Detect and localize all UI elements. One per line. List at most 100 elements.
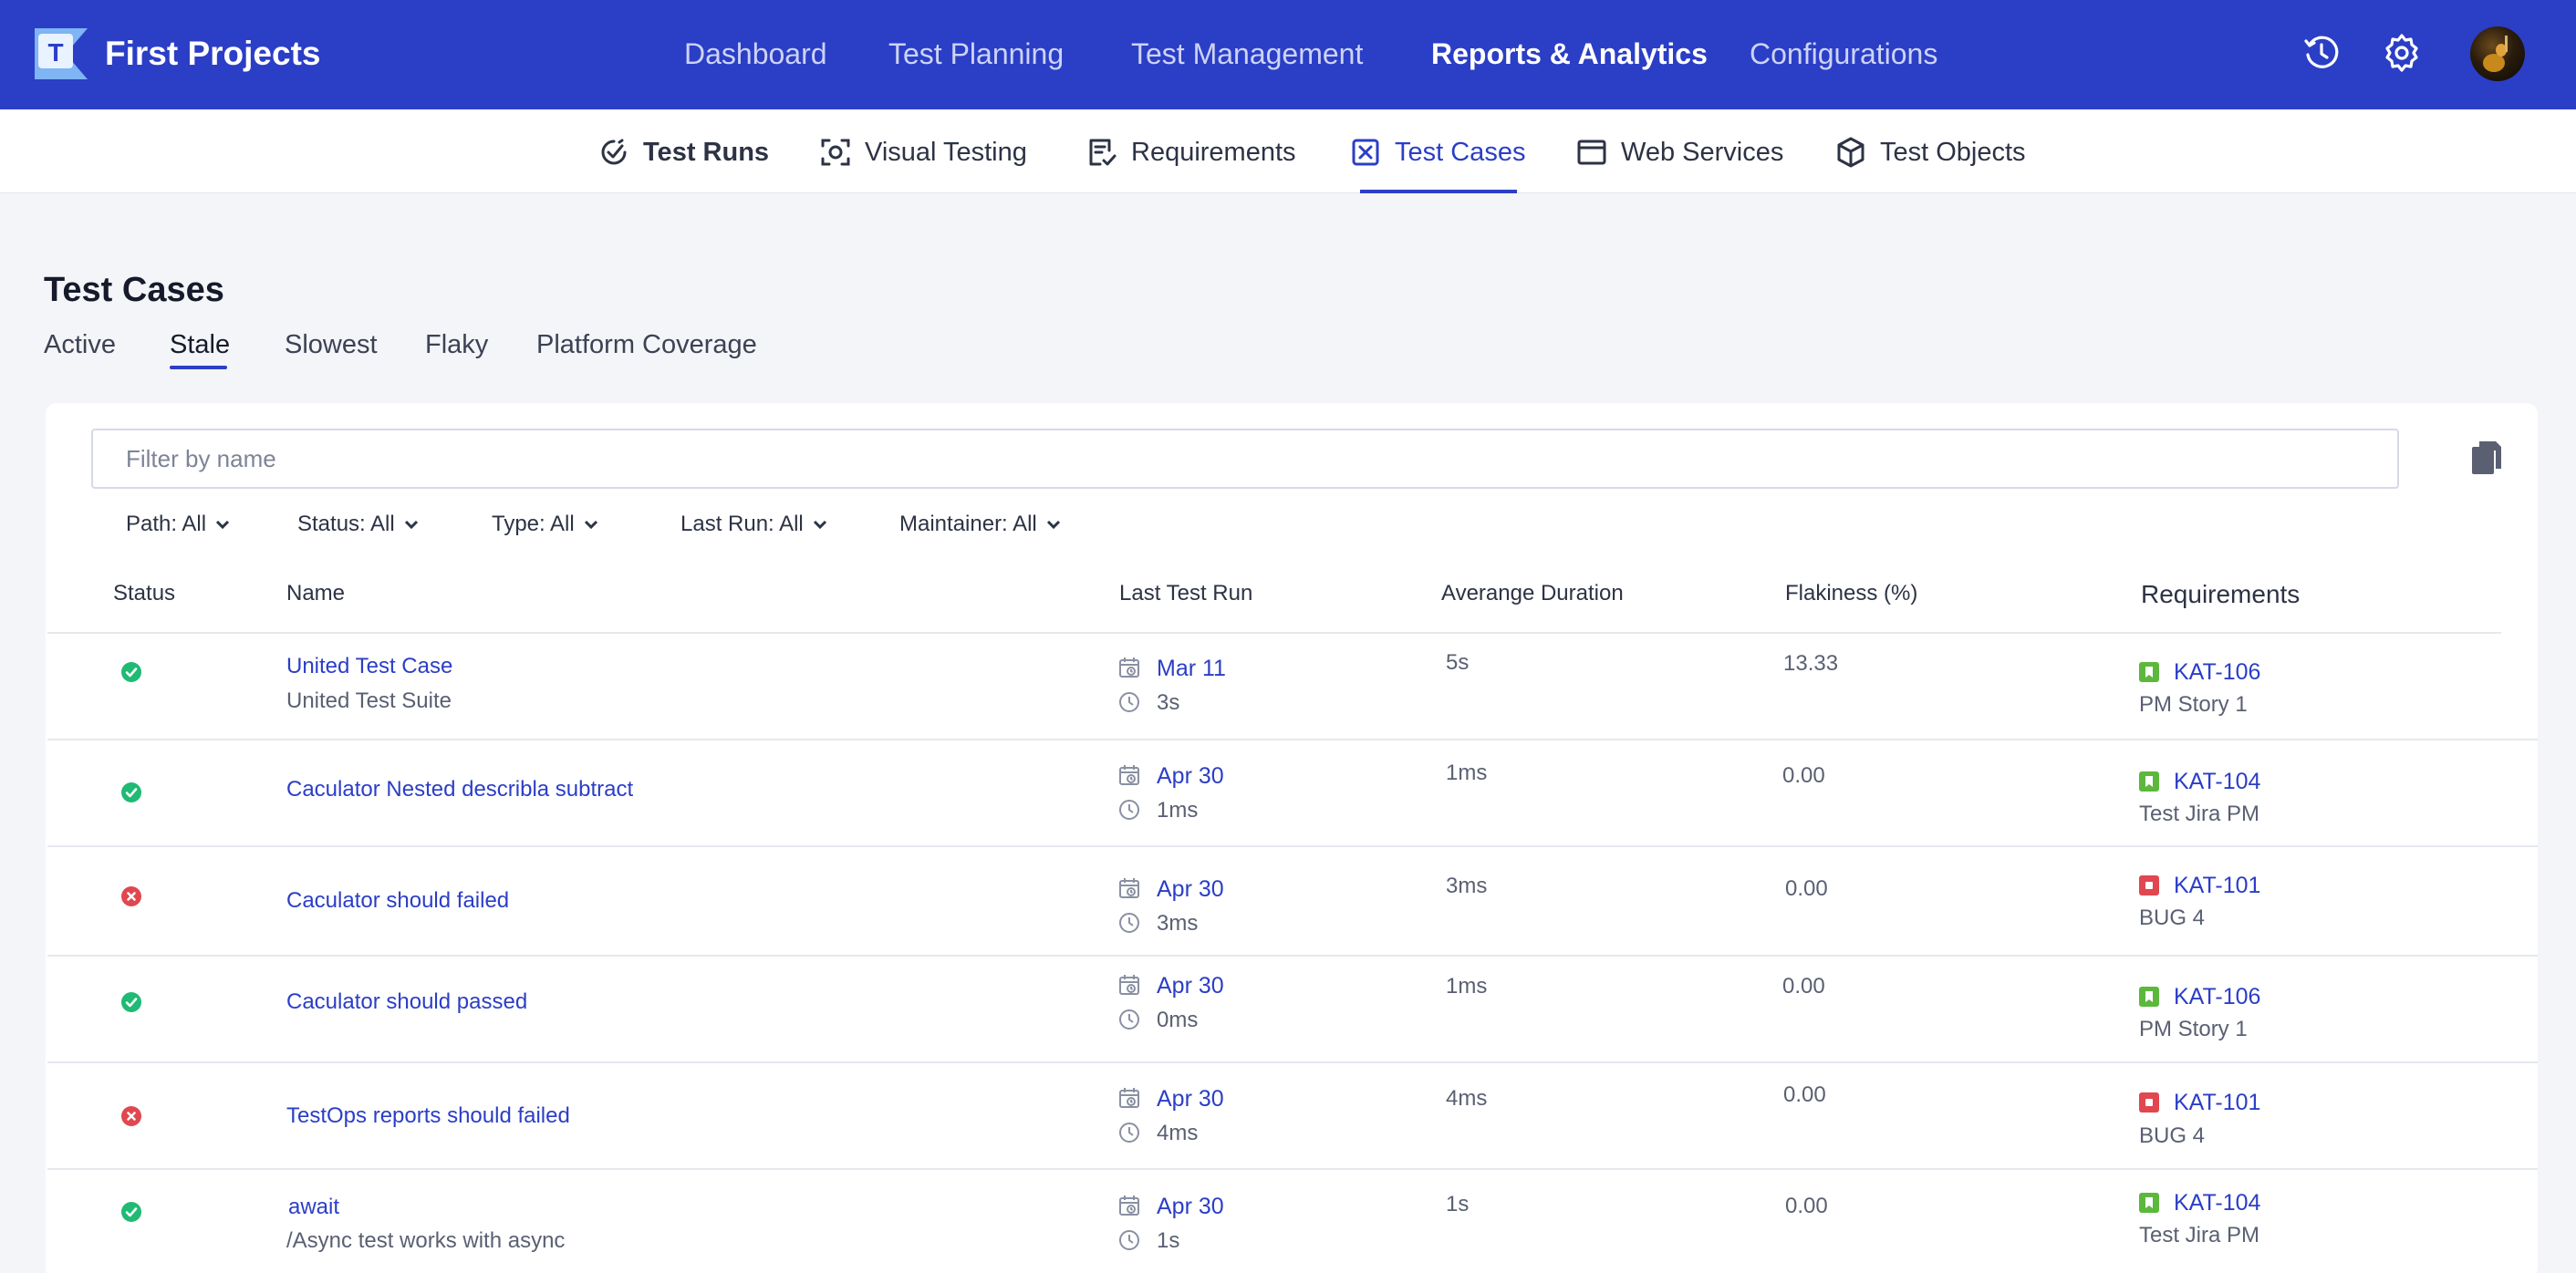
subnav-web-services[interactable]: Web Services <box>1575 133 1783 171</box>
tab-slowest[interactable]: Slowest <box>285 330 378 359</box>
column-header-last-test-run[interactable]: Last Test Run <box>1119 581 1253 605</box>
test-case-name-link[interactable]: United Test Case <box>286 654 453 678</box>
flakiness-value: 13.33 <box>1783 651 1839 676</box>
test-cases-icon <box>1352 139 1379 166</box>
average-duration-value: 1s <box>1446 1192 1470 1216</box>
filter-by-name-input[interactable] <box>91 429 2399 489</box>
path-filter-dropdown[interactable]: Path: All <box>126 508 230 541</box>
top-navigation-bar: T First Projects Dashboard Test Planning… <box>0 0 2576 109</box>
status-failed-icon <box>120 885 142 907</box>
subnav-visual-testing-label: Visual Testing <box>865 137 1027 167</box>
status-filter-label: Status: All <box>297 512 395 536</box>
average-duration-value: 1ms <box>1446 761 1488 785</box>
subnav-test-runs[interactable]: Test Runs <box>597 133 769 171</box>
test-suite-name: /Async test works with async <box>286 1228 566 1253</box>
app-logo-icon: T <box>35 28 88 79</box>
nav-reports-analytics[interactable]: Reports & Analytics <box>1431 37 1708 70</box>
status-passed-icon <box>120 991 142 1013</box>
requirement-key-link[interactable]: KAT-104 <box>2174 769 2261 794</box>
path-filter-label: Path: All <box>126 512 207 536</box>
requirement-key-link[interactable]: KAT-101 <box>2174 1090 2261 1115</box>
row-divider <box>47 955 2538 957</box>
subnav-test-objects[interactable]: Test Objects <box>1834 133 2026 171</box>
column-header-status[interactable]: Status <box>113 581 176 605</box>
last-run-duration: 3s <box>1157 690 1180 715</box>
test-case-name-link[interactable]: Caculator should passed <box>286 989 528 1014</box>
test-case-name-link[interactable]: TestOps reports should failed <box>286 1103 570 1128</box>
test-case-name-link[interactable]: await <box>288 1195 340 1219</box>
test-runs-icon <box>601 139 627 165</box>
calendar-clock-icon <box>1117 973 1141 997</box>
row-divider <box>47 845 2538 847</box>
test-suite-name: United Test Suite <box>286 688 452 713</box>
clock-icon <box>1117 798 1141 822</box>
column-header-name[interactable]: Name <box>286 581 346 605</box>
column-header-average-duration[interactable]: Averange Duration <box>1441 581 1624 605</box>
table-header-divider <box>47 632 2501 634</box>
column-header-requirements[interactable]: Requirements <box>2141 580 2301 608</box>
requirement-title: BUG 4 <box>2139 1123 2206 1148</box>
tab-flaky[interactable]: Flaky <box>425 330 489 359</box>
average-duration-value: 4ms <box>1446 1086 1488 1111</box>
test-cases-card <box>46 403 2538 1273</box>
subnav-test-runs-label: Test Runs <box>643 137 770 167</box>
last-run-date-link[interactable]: Apr 30 <box>1157 973 1224 999</box>
flakiness-value: 0.00 <box>1783 1082 1826 1107</box>
nav-dashboard[interactable]: Dashboard <box>684 37 827 70</box>
requirement-key-link[interactable]: KAT-104 <box>2174 1190 2261 1216</box>
calendar-clock-icon <box>1117 763 1141 787</box>
status-failed-icon <box>120 1105 142 1127</box>
last-run-filter-dropdown[interactable]: Last Run: All <box>680 508 827 541</box>
jira-story-icon <box>2139 771 2159 792</box>
history-icon[interactable] <box>2299 27 2344 78</box>
subnav-requirements-label: Requirements <box>1131 137 1296 167</box>
active-subnav-indicator <box>1360 190 1517 193</box>
chevron-down-icon <box>216 520 230 530</box>
row-divider <box>47 739 2538 740</box>
requirement-title: BUG 4 <box>2139 906 2206 930</box>
clock-icon <box>1117 1121 1141 1144</box>
clock-icon <box>1117 911 1141 935</box>
subnav-requirements[interactable]: Requirements <box>1085 133 1296 171</box>
nav-test-management[interactable]: Test Management <box>1131 37 1364 70</box>
subnav-visual-testing[interactable]: Visual Testing <box>819 133 1027 171</box>
last-run-date-link[interactable]: Apr 30 <box>1157 876 1224 902</box>
chevron-down-icon <box>404 520 418 530</box>
page-title: Test Cases <box>44 271 224 309</box>
flakiness-value: 0.00 <box>1782 763 1825 788</box>
column-header-flakiness[interactable]: Flakiness (%) <box>1785 581 1918 605</box>
status-filter-dropdown[interactable]: Status: All <box>297 508 419 541</box>
test-case-name-link[interactable]: Caculator should failed <box>286 888 510 913</box>
test-case-name-link[interactable]: Caculator Nested describla subtract <box>286 777 634 802</box>
tab-active[interactable]: Active <box>44 330 116 359</box>
visual-testing-icon <box>821 139 850 166</box>
clock-icon <box>1117 1008 1141 1031</box>
copy-icon[interactable] <box>2468 438 2505 478</box>
last-run-date-link[interactable]: Apr 30 <box>1157 763 1224 789</box>
requirement-key-link[interactable]: KAT-101 <box>2174 873 2261 898</box>
nav-configurations[interactable]: Configurations <box>1750 37 1938 70</box>
calendar-clock-icon <box>1117 876 1141 900</box>
tab-stale[interactable]: Stale <box>170 330 231 359</box>
status-passed-icon <box>120 781 142 803</box>
subnav-test-cases[interactable]: Test Cases <box>1349 133 1525 171</box>
user-avatar[interactable] <box>2470 26 2525 81</box>
requirement-title: PM Story 1 <box>2139 1017 2248 1041</box>
requirements-icon <box>1089 139 1117 166</box>
type-filter-dropdown[interactable]: Type: All <box>492 508 598 541</box>
maintainer-filter-dropdown[interactable]: Maintainer: All <box>899 508 1061 541</box>
requirement-key-link[interactable]: KAT-106 <box>2174 659 2261 685</box>
nav-test-planning[interactable]: Test Planning <box>888 37 1065 70</box>
subnav-test-objects-label: Test Objects <box>1880 137 2026 167</box>
average-duration-value: 5s <box>1446 650 1470 675</box>
flakiness-value: 0.00 <box>1785 1194 1828 1218</box>
web-services-icon <box>1577 140 1606 165</box>
last-run-date-link[interactable]: Mar 11 <box>1157 656 1226 681</box>
app-title[interactable]: First Projects <box>105 35 321 72</box>
requirement-key-link[interactable]: KAT-106 <box>2174 984 2261 1009</box>
last-run-date-link[interactable]: Apr 30 <box>1157 1194 1224 1219</box>
settings-gear-icon[interactable] <box>2379 27 2425 78</box>
last-run-date-link[interactable]: Apr 30 <box>1157 1086 1224 1112</box>
tab-platform-coverage[interactable]: Platform Coverage <box>536 330 757 359</box>
requirement-title: PM Story 1 <box>2139 692 2248 717</box>
